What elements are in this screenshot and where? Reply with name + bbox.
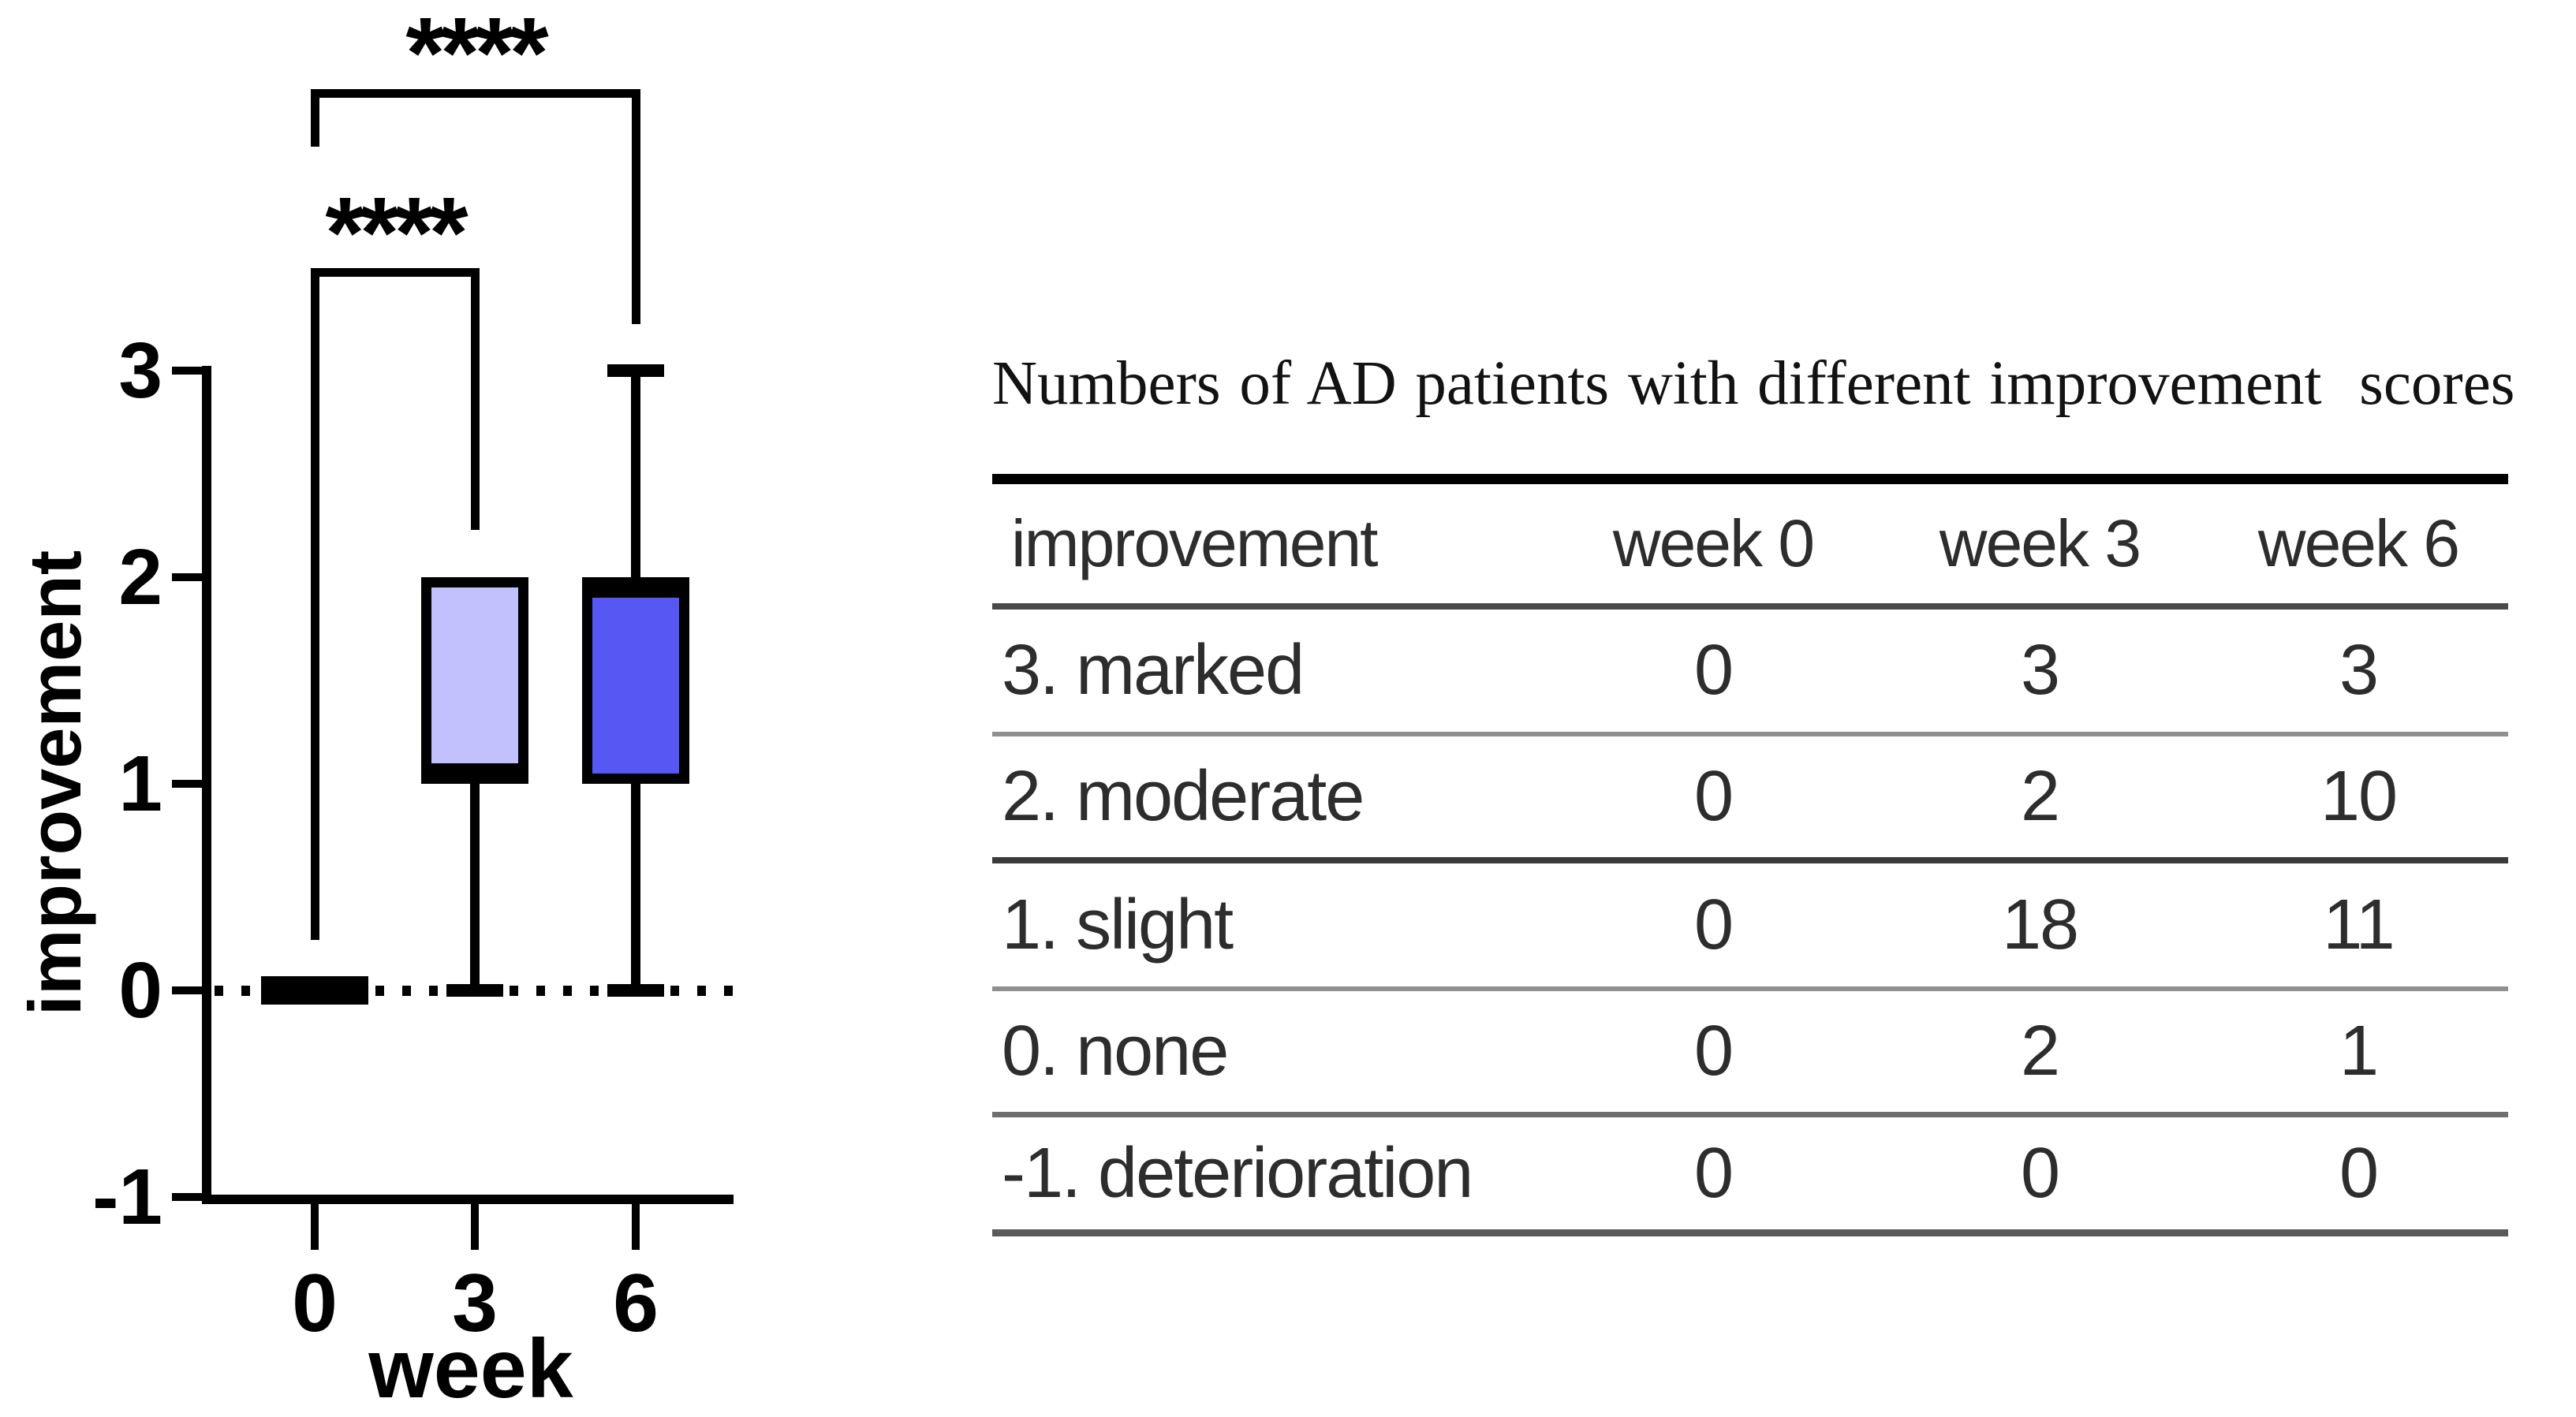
table-row: 1. slight 0 18 11 [992,863,2508,991]
significance-bracket-0-arm-right [471,268,480,530]
cell-value: 1 [2339,1012,2379,1091]
table-row: 3. marked 0 3 3 [992,610,2508,736]
significance-stars-1: **** [405,0,548,110]
y-tick [172,1193,202,1201]
boxplot-chart: improvement week 3 2 1 0 -1 0 3 6 **** **** [0,0,828,1417]
significance-bracket-1-arm-right [632,89,640,324]
significance-bracket-1-arm-left [311,89,319,147]
x-tick-label: 3 [452,1258,498,1349]
cell-value: 0 [1693,885,1734,964]
y-tick [172,573,202,581]
y-axis-line [202,366,211,1204]
cell-value: 11 [2323,885,2395,964]
y-tick-label: 2 [118,533,162,621]
column-header-week3: week 3 [1939,506,2141,580]
x-tick-label: 0 [292,1258,338,1349]
improvement-table: improvement week 0 week 3 week 6 3. mark… [992,474,2508,1236]
cell-value: 0 [1693,1012,1734,1091]
table-row: -1. deterioration 0 0 0 [992,1117,2508,1236]
y-tick-label: 1 [118,740,162,828]
lower-whisker-week-6 [631,781,640,990]
table-row: 0. none 0 2 1 [992,991,2508,1117]
lower-whisker-week-3 [470,781,480,990]
table-row: 2. moderate 0 2 10 [992,736,2508,863]
x-axis-line [202,1195,734,1204]
row-label: 0. none [1002,1012,1229,1091]
column-header-improvement: improvement [1011,506,1379,580]
x-tick-label: 6 [613,1258,659,1349]
cell-value: 2 [2020,1012,2060,1091]
row-label: -1. deterioration [1002,1133,1473,1213]
cell-value: 0 [1693,631,1734,710]
y-tick-label: -1 [92,1153,162,1241]
lower-whisker-cap-week-6 [607,984,664,997]
cell-value: 0 [1693,757,1734,836]
significance-bracket-0-bar [311,268,480,277]
box-week-6 [582,577,689,784]
collapsed-box-week-0 [261,976,368,1005]
x-tick [311,1204,319,1250]
x-tick [471,1204,479,1250]
row-label: 1. slight [1002,885,1234,964]
upper-whisker-cap-week-6 [607,364,664,377]
x-axis-label: week [368,1322,573,1415]
box-week-3 [421,577,528,784]
row-label: 3. marked [1002,631,1305,710]
cell-value: 2 [2020,757,2060,836]
x-tick [632,1204,640,1250]
cell-value: 3 [2339,631,2379,710]
significance-bracket-0-arm-left [311,268,319,940]
cell-value: 3 [2020,631,2060,710]
significance-stars-0: **** [325,177,468,289]
cell-value: 0 [2020,1133,2060,1213]
column-header-week0: week 0 [1612,506,1815,580]
column-header-week6: week 6 [2257,506,2460,580]
lower-whisker-cap-week-3 [446,984,503,997]
cell-value: 18 [2001,885,2079,964]
y-tick-label: 0 [118,946,162,1035]
y-tick [172,367,202,375]
cell-value: 0 [1693,1133,1734,1213]
y-tick [172,986,202,994]
table-header-row: improvement week 0 week 3 week 6 [992,484,2508,610]
row-label: 2. moderate [1002,757,1365,836]
cell-value: 0 [2339,1133,2379,1213]
y-tick [172,780,202,788]
y-tick-label: 3 [118,326,162,415]
significance-bracket-1-bar [311,89,640,98]
upper-whisker-week-6 [631,371,640,580]
table-title: Numbers of AD patients with different im… [992,349,2515,418]
cell-value: 10 [2320,757,2398,836]
